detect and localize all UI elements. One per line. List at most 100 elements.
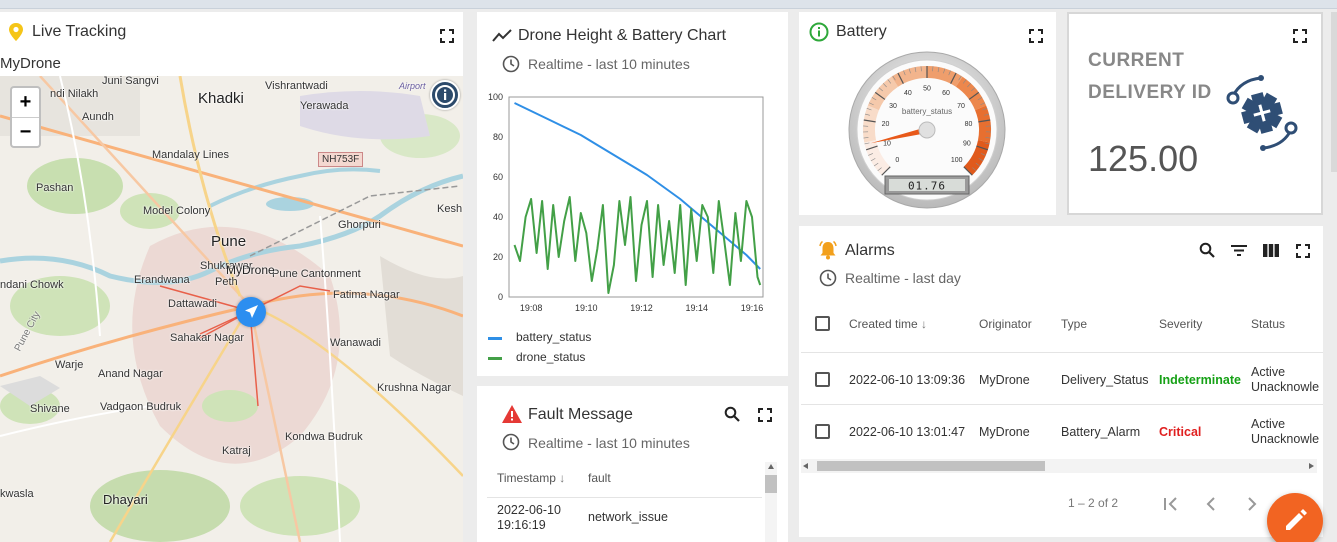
page-scrollbar[interactable] — [1331, 12, 1337, 172]
series-line-drone-status — [513, 196, 762, 294]
gauge-tick-label: 20 — [882, 121, 890, 128]
x-tick-label: 19:08 — [520, 303, 543, 313]
map-place-label: Wanawadi — [330, 337, 381, 349]
scrollbar-thumb[interactable] — [765, 475, 777, 493]
map-place-label: Dattawadi — [168, 298, 217, 310]
vertical-scrollbar[interactable] — [765, 462, 777, 542]
gauge-minor-tick — [971, 87, 976, 92]
alarm-severity: Indeterminate — [1159, 373, 1241, 387]
gauge-tick-label: 40 — [904, 90, 912, 97]
alarm-type: Battery_Alarm — [1061, 425, 1141, 439]
alarm-severity: Critical — [1159, 425, 1202, 439]
gauge-minor-tick — [892, 75, 896, 81]
map-view[interactable]: Juni Sangvi Vishrantwadi Khadki ndi Nila… — [0, 76, 463, 542]
legend-drone-status[interactable]: drone_status — [516, 350, 586, 364]
column-header-fault[interactable]: fault — [588, 471, 611, 485]
gauge-tick — [897, 72, 904, 84]
gauge-minor-tick — [981, 153, 986, 156]
gauge-tick-label: 90 — [963, 140, 971, 147]
alarm-bell-icon — [818, 240, 838, 260]
gauge-minor-tick — [863, 137, 869, 139]
info-icon — [809, 22, 829, 42]
column-header-status[interactable]: Status — [1251, 317, 1286, 331]
select-all-checkbox[interactable] — [815, 316, 830, 331]
gauge-tick — [976, 145, 989, 151]
alarm-created-time: 2022-06-10 13:09:36 — [849, 373, 966, 387]
location-pin-icon — [8, 22, 24, 42]
gauge-minor-tick — [903, 70, 906, 76]
device-name: MyDrone — [0, 55, 61, 72]
fault-title: Fault Message — [528, 406, 633, 423]
y-tick-label: 40 — [493, 212, 503, 222]
delivery-id-widget: CURRENT DELIVERY ID 125.00 — [1067, 12, 1323, 215]
warning-icon — [501, 404, 523, 424]
chart-widget: Drone Height & Battery Chart Realtime - … — [477, 12, 788, 376]
airport-label: Airport — [399, 81, 426, 91]
fullscreen-icon[interactable] — [1296, 244, 1310, 258]
alarm-status-line1: Active — [1251, 417, 1286, 431]
gauge-minor-tick — [972, 167, 977, 172]
columns-icon[interactable] — [1263, 244, 1279, 257]
y-tick-label: 20 — [493, 252, 503, 262]
fault-timestamp-date: 2022-06-10 — [497, 503, 561, 517]
column-header-created-time[interactable]: Created time ↓ — [849, 317, 927, 331]
legend-swatch — [488, 337, 502, 340]
scrollbar-thumb[interactable] — [817, 461, 1045, 471]
map-info-button[interactable] — [430, 80, 460, 110]
scroll-right-icon[interactable] — [1309, 463, 1314, 469]
column-header-originator[interactable]: Originator — [979, 317, 1032, 331]
gauge-band — [867, 76, 899, 111]
sort-arrow-icon: ↓ — [559, 471, 566, 485]
gauge-minor-tick — [985, 137, 991, 139]
gauge-minor-tick — [866, 108, 872, 111]
column-header-severity[interactable]: Severity — [1159, 317, 1203, 331]
fullscreen-icon[interactable] — [440, 29, 454, 43]
row-checkbox[interactable] — [815, 372, 830, 387]
gauge-minor-tick — [962, 79, 967, 84]
plot-area — [508, 96, 764, 298]
zoom-in-button[interactable]: + — [19, 91, 32, 113]
gauge-minor-tick — [864, 142, 870, 145]
search-icon[interactable] — [724, 406, 740, 422]
gauge-tick-label: 100 — [951, 157, 963, 164]
fault-message-widget: Fault Message Realtime - last 10 minutes… — [477, 386, 788, 542]
gauge-minor-tick — [914, 67, 917, 73]
map-place-label: Warje — [55, 359, 84, 371]
horizontal-scrollbar[interactable] — [801, 459, 1317, 473]
live-tracking-widget: Live Tracking MyDrone — [0, 12, 463, 542]
gauge-minor-tick — [868, 102, 874, 106]
marker-label: MyDrone — [226, 263, 275, 277]
scroll-up-icon[interactable] — [768, 464, 774, 469]
zoom-out-button[interactable]: − — [12, 117, 39, 146]
gauge-minor-tick — [873, 162, 879, 167]
row-checkbox[interactable] — [815, 424, 830, 439]
gauge-tick — [865, 145, 878, 151]
search-icon[interactable] — [1199, 242, 1215, 258]
edit-dashboard-button[interactable] — [1267, 493, 1323, 542]
first-page-icon[interactable] — [1163, 497, 1181, 511]
previous-page-icon[interactable] — [1204, 497, 1218, 511]
map-place-label: Kondwa Budruk — [285, 431, 363, 443]
next-page-icon[interactable] — [1245, 497, 1259, 511]
gauge-minor-tick — [984, 113, 990, 116]
fullscreen-icon[interactable] — [758, 408, 772, 422]
map-place-label: ndi Nilakh — [50, 88, 99, 100]
drone-marker[interactable] — [236, 297, 266, 327]
fullscreen-icon[interactable] — [1029, 29, 1043, 43]
live-tracking-title: Live Tracking — [32, 23, 127, 40]
scroll-left-icon[interactable] — [803, 463, 808, 469]
legend-battery-status[interactable]: battery_status — [516, 330, 592, 344]
column-header-timestamp[interactable]: Timestamp ↓ — [497, 471, 565, 485]
fullscreen-icon[interactable] — [1293, 29, 1307, 43]
gauge-band — [864, 140, 891, 176]
delivery-id-label-line1: CURRENT — [1088, 50, 1185, 71]
road-badge: NH753F — [318, 152, 364, 167]
y-tick-label: 0 — [498, 292, 503, 302]
gauge-minor-tick — [978, 158, 984, 162]
gauge-tick — [874, 91, 886, 100]
map-place-label: Sahakar Nagar — [170, 332, 244, 344]
column-header-type[interactable]: Type — [1061, 317, 1088, 331]
filter-icon[interactable] — [1231, 244, 1247, 257]
gauge-band — [963, 140, 990, 176]
map-place-label: Erandwana — [134, 274, 190, 286]
